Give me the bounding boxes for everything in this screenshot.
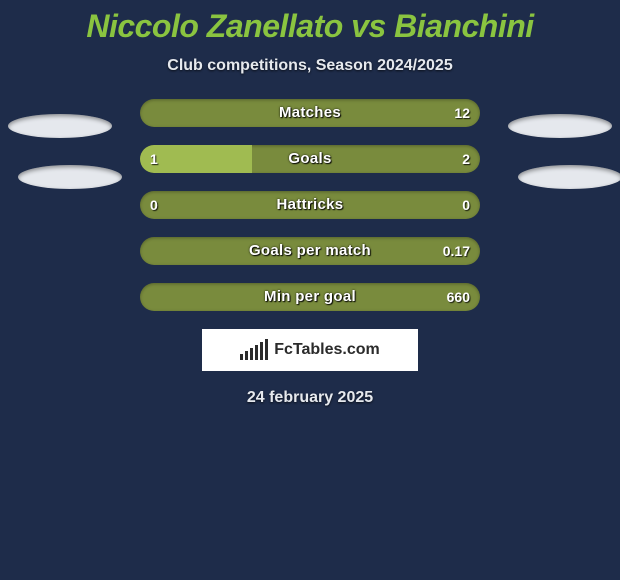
logo-bar-segment [250, 348, 253, 360]
stat-label: Goals per match [140, 237, 480, 265]
date-text: 24 february 2025 [0, 371, 620, 407]
page-title: Niccolo Zanellato vs Bianchini [0, 0, 620, 45]
logo-bar-segment [245, 351, 248, 360]
stat-right-value: 0.17 [443, 237, 470, 265]
player-left-ellipse-1 [8, 114, 112, 138]
stat-bar-matches: Matches12 [140, 99, 480, 127]
bars-area: Matches12 1Goals2 0Hattricks0 Goals per mat… [0, 99, 620, 311]
logo-text: FcTables.com [274, 341, 380, 359]
logo-bar-segment [255, 345, 258, 360]
player-right-ellipse-1 [508, 114, 612, 138]
logo-bar-segment [240, 354, 243, 360]
stat-right-value: 2 [462, 145, 470, 173]
stat-label: Min per goal [140, 283, 480, 311]
logo-bars-icon [240, 340, 268, 360]
stat-bar-hattricks: 0Hattricks0 [140, 191, 480, 219]
stat-right-value: 12 [454, 99, 470, 127]
stat-bar-goals-per-match: Goals per match0.17 [140, 237, 480, 265]
stat-label: Matches [140, 99, 480, 127]
stat-label: Goals [140, 145, 480, 173]
comparison-infographic: Niccolo Zanellato vs Bianchini Club comp… [0, 0, 620, 580]
stat-right-value: 0 [462, 191, 470, 219]
stat-label: Hattricks [140, 191, 480, 219]
stat-bar-goals: 1Goals2 [140, 145, 480, 173]
player-right-ellipse-2 [518, 165, 620, 189]
logo-bar-segment [260, 342, 263, 360]
logo-bar-segment [265, 339, 268, 360]
fctables-logo: FcTables.com [202, 329, 418, 371]
stat-bar-min-per-goal: Min per goal660 [140, 283, 480, 311]
stat-right-value: 660 [447, 283, 470, 311]
player-left-ellipse-2 [18, 165, 122, 189]
subtitle: Club competitions, Season 2024/2025 [0, 45, 620, 75]
